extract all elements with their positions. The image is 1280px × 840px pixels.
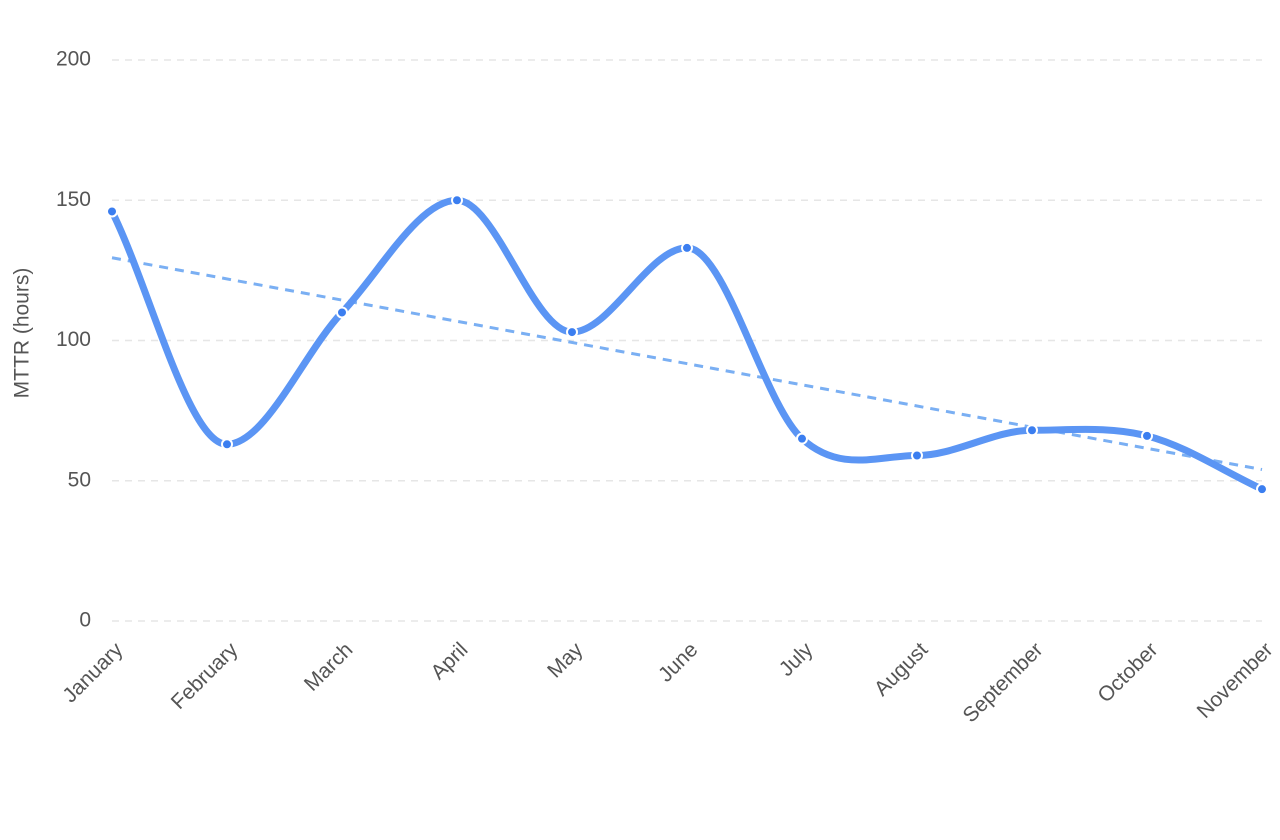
x-tick-label: March (300, 638, 358, 696)
trend-line (111, 256, 1263, 472)
data-point[interactable] (911, 449, 923, 462)
data-point[interactable] (681, 241, 693, 254)
data-point[interactable] (336, 306, 348, 319)
x-tick-label: January (58, 638, 127, 707)
data-point[interactable] (106, 205, 118, 218)
y-axis-title: MTTR (hours) (11, 268, 34, 399)
gridlines (112, 59, 1262, 622)
data-point[interactable] (1141, 429, 1153, 442)
data-point[interactable] (1256, 483, 1268, 496)
x-tick-label: April (426, 638, 472, 684)
x-axis-ticks: January February March April May June July Augu… (58, 638, 1277, 727)
y-tick-label: 0 (79, 609, 91, 632)
x-tick-label: October (1093, 638, 1162, 707)
y-tick-label: 150 (56, 188, 91, 211)
data-point[interactable] (796, 432, 808, 445)
x-tick-label: August (870, 638, 933, 701)
x-tick-label: September (959, 638, 1048, 727)
y-tick-label: 200 (56, 48, 91, 71)
data-points (106, 194, 1268, 496)
data-point[interactable] (1026, 424, 1038, 437)
y-axis-ticks: 0 50 100 150 200 (56, 48, 91, 632)
x-tick-label: November (1193, 638, 1278, 723)
y-tick-label: 50 (68, 468, 91, 491)
data-point[interactable] (221, 438, 233, 451)
data-point[interactable] (451, 194, 463, 207)
data-point[interactable] (566, 326, 578, 339)
x-tick-label: February (167, 638, 243, 714)
x-tick-label: June (654, 638, 702, 686)
y-tick-label: 100 (56, 328, 91, 351)
x-tick-label: May (543, 638, 588, 683)
x-tick-label: July (775, 638, 818, 681)
trend-layer (111, 256, 1263, 472)
